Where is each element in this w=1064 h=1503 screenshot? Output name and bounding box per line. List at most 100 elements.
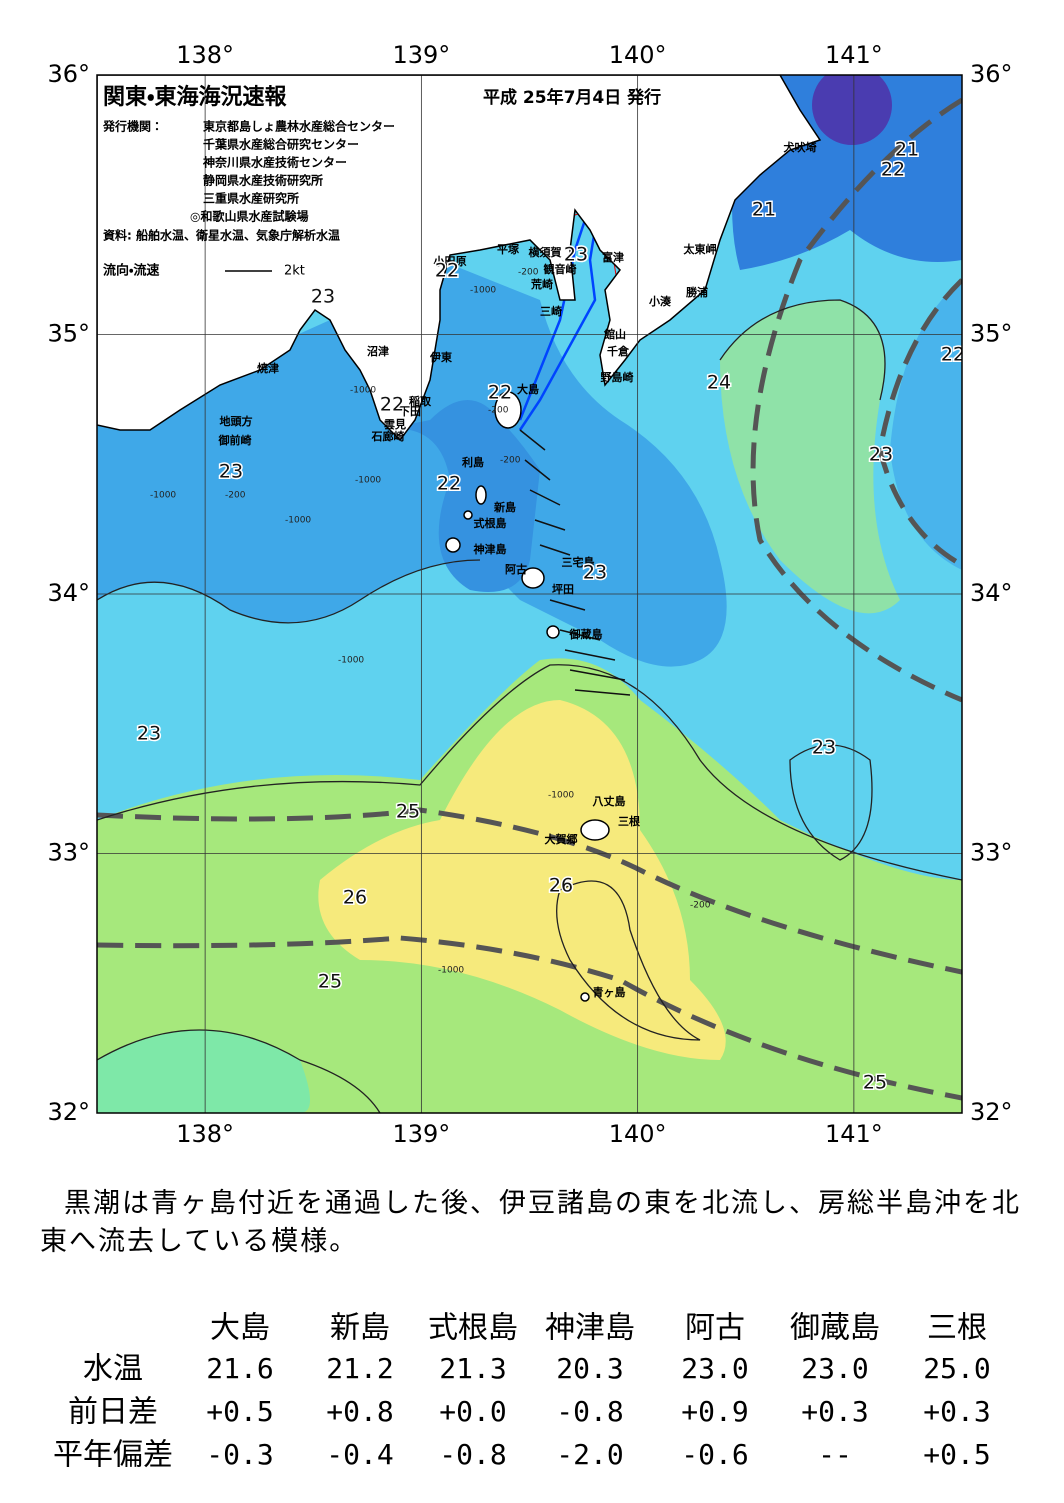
current-black — [519, 429, 631, 696]
island — [463, 510, 473, 520]
column-header: 新島 — [330, 1311, 390, 1346]
lat-label: 36° — [47, 60, 90, 88]
place-name: 野島崎 — [601, 370, 634, 384]
lon-label: 138° — [176, 1120, 234, 1148]
kuroshio-axis — [97, 807, 962, 975]
row-label: 平年偏差 — [53, 1438, 173, 1473]
issuer: 千葉県水産総合研究センター — [203, 137, 359, 152]
cell: 23.0 — [801, 1352, 868, 1385]
issuer: ◎和歌山県水産試験場 — [190, 209, 308, 224]
island — [475, 485, 487, 505]
isotherm-label: 26 — [343, 887, 367, 909]
place-name: 館山 — [603, 327, 626, 341]
isotherm-label: 24 — [707, 372, 731, 394]
cell: -0.8 — [556, 1395, 623, 1428]
isotherm-label: 22 — [941, 344, 965, 366]
place-name: 御前崎 — [218, 433, 252, 447]
warm-core — [318, 700, 726, 1060]
place-name: 大賀郷 — [545, 832, 578, 846]
column-header: 式根島 — [428, 1311, 518, 1346]
isotherm-label: 23 — [311, 286, 335, 308]
cool-core — [380, 400, 540, 592]
place-name: 伊東 — [429, 350, 453, 364]
place-name: 太東岬 — [683, 242, 717, 256]
place-name: 小湊 — [648, 294, 672, 308]
isotherm-label: 26 — [549, 875, 573, 897]
depth-label: -200 — [518, 268, 539, 278]
cell: +0.3 — [923, 1395, 990, 1428]
isotherm-label: 22 — [488, 382, 512, 404]
cell: -0.8 — [439, 1438, 506, 1471]
place-name: 下田 — [399, 405, 421, 418]
place-name: 富津 — [602, 250, 624, 264]
cell: -0.3 — [206, 1438, 273, 1471]
warm-edge — [97, 1030, 310, 1113]
lon-label: 140° — [609, 41, 667, 69]
place-name: 三崎 — [540, 304, 562, 318]
depth-label: -1000 — [470, 286, 496, 296]
place-name: 雲見 — [384, 418, 406, 431]
cell: -0.6 — [681, 1438, 748, 1471]
islands — [445, 391, 610, 1002]
place-name: 大島 — [517, 382, 539, 396]
map-header: 関東・東海海況速報 平成 25年7月4日 発行 発行機関： 資料: 船舶水温、衛… — [102, 84, 661, 279]
cell: +0.0 — [439, 1395, 506, 1428]
isotherm-label: 23 — [564, 244, 588, 266]
axes: 138° 138° 139° 139° 140° 140° 141° 141° 32° 32° 33… — [47, 41, 1012, 1148]
place-name: 坪田 — [552, 583, 574, 596]
depth-label: -1000 — [350, 386, 376, 396]
lon-label: 139° — [392, 41, 450, 69]
island — [494, 391, 522, 429]
place-name: 石廊崎 — [371, 429, 405, 443]
place-name: 沼津 — [367, 344, 389, 358]
depth-label: -1000 — [438, 966, 464, 976]
place-name: 荒崎 — [530, 277, 553, 291]
lat-label: 35° — [970, 320, 1013, 348]
cell: 21.3 — [439, 1352, 506, 1385]
current-arrows — [519, 429, 631, 696]
depth-label: -1000 — [355, 476, 381, 486]
isotherm-label: 22 — [435, 260, 459, 282]
kuroshio-axis — [750, 97, 962, 703]
place-name: 地頭方 — [220, 414, 253, 428]
place-name: 観音崎 — [544, 262, 577, 276]
isotherm-label: 22 — [881, 159, 905, 181]
depth-label: -200 — [225, 491, 246, 501]
issuer: 東京都島しょ農林水産総合センター — [203, 119, 395, 134]
isotherm — [97, 559, 481, 624]
isotherm-label: 22 — [437, 473, 461, 495]
depth-label: -200 — [488, 406, 509, 416]
place-name: 横須賀 — [529, 245, 562, 259]
issuers: 東京都島しょ農林水産総合センター千葉県水産総合研究センター神奈川県水産技術センタ… — [190, 119, 395, 224]
cell: -2.0 — [556, 1438, 623, 1471]
island — [445, 537, 461, 553]
place-name: 神津島 — [473, 542, 507, 556]
column-header: 阿古 — [685, 1311, 745, 1346]
depth-label: -200 — [690, 901, 711, 911]
place-name: 焼津 — [257, 361, 279, 375]
lat-label: 33° — [970, 839, 1013, 867]
place-name: 犬吠埼 — [784, 140, 817, 154]
cell: 21.6 — [206, 1352, 273, 1385]
lon-label: 138° — [176, 41, 234, 69]
isotherm — [789, 744, 873, 861]
cell: +0.3 — [801, 1395, 868, 1428]
island — [521, 567, 545, 589]
island — [580, 992, 590, 1002]
land — [97, 75, 822, 442]
place-name: 新島 — [493, 500, 516, 514]
lat-label: 34° — [47, 579, 90, 607]
lat-label: 33° — [47, 839, 90, 867]
island — [546, 625, 560, 639]
cell: +0.5 — [206, 1395, 273, 1428]
place-name: 平塚 — [497, 242, 520, 256]
legend-label: 流向・流速 — [103, 263, 159, 279]
column-header: 神津島 — [545, 1311, 635, 1346]
cell: 21.2 — [326, 1352, 393, 1385]
kuroshio-axis — [877, 278, 962, 568]
